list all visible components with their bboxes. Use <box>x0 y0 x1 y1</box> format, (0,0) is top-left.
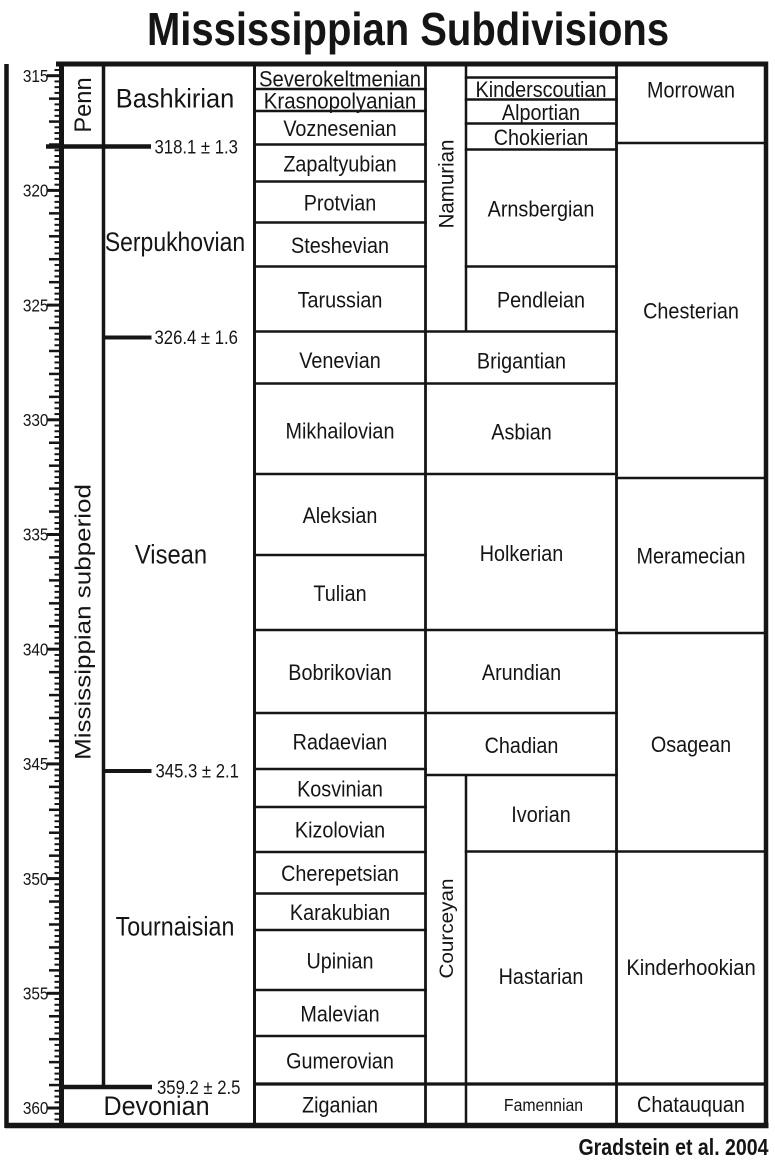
svg-text:Gumerovian: Gumerovian <box>286 1049 394 1073</box>
svg-text:Venevian: Venevian <box>299 349 380 373</box>
svg-text:335: 335 <box>23 526 49 545</box>
svg-text:Zapaltyubian: Zapaltyubian <box>283 152 396 176</box>
svg-text:325: 325 <box>23 296 49 315</box>
svg-text:326.4 ± 1.6: 326.4 ± 1.6 <box>155 327 239 348</box>
svg-text:Mikhailovian: Mikhailovian <box>286 419 395 443</box>
svg-text:Cherepetsian: Cherepetsian <box>281 862 399 886</box>
svg-text:Alportian: Alportian <box>502 101 580 125</box>
svg-text:Mississippian subperiod: Mississippian subperiod <box>71 484 96 760</box>
svg-text:Brigantian: Brigantian <box>477 349 566 373</box>
svg-text:359.2 ± 2.5: 359.2 ± 2.5 <box>157 1077 241 1098</box>
svg-text:Visean: Visean <box>135 540 207 570</box>
svg-text:Devonian: Devonian <box>103 1090 209 1121</box>
svg-text:Famennian: Famennian <box>504 1095 583 1115</box>
svg-text:Chokierian: Chokierian <box>494 126 589 150</box>
svg-text:Severokeltmenian: Severokeltmenian <box>259 66 421 91</box>
svg-text:Malevian: Malevian <box>300 1002 379 1026</box>
svg-text:Krasnopolyanian: Krasnopolyanian <box>264 89 416 114</box>
svg-text:Tarussian: Tarussian <box>298 288 383 312</box>
svg-text:345: 345 <box>23 755 49 774</box>
svg-text:Ziganian: Ziganian <box>302 1093 378 1117</box>
svg-text:Chadian: Chadian <box>485 734 559 758</box>
svg-text:Ivorian: Ivorian <box>511 803 570 827</box>
svg-text:Aleksian: Aleksian <box>303 504 378 528</box>
svg-text:Tournaisian: Tournaisian <box>116 912 235 942</box>
svg-text:360: 360 <box>23 1099 49 1118</box>
svg-text:Pendleian: Pendleian <box>497 288 585 312</box>
svg-text:Kosvinian: Kosvinian <box>297 777 383 801</box>
svg-text:Asbian: Asbian <box>491 420 552 444</box>
svg-text:Hastarian: Hastarian <box>499 965 584 989</box>
svg-text:Courceyan: Courceyan <box>436 878 457 978</box>
svg-text:Protvian: Protvian <box>304 191 377 215</box>
svg-text:Bashkirian: Bashkirian <box>116 83 234 114</box>
svg-text:330: 330 <box>23 411 49 430</box>
svg-text:318.1 ± 1.3: 318.1 ± 1.3 <box>155 137 239 158</box>
svg-text:Arnsbergian: Arnsbergian <box>488 197 595 221</box>
svg-text:350: 350 <box>23 870 49 889</box>
svg-text:Upinian: Upinian <box>306 949 373 973</box>
svg-text:Karakubian: Karakubian <box>290 901 390 925</box>
svg-text:Mississippian Subdivisions: Mississippian Subdivisions <box>147 4 669 55</box>
svg-text:Morrowan: Morrowan <box>647 78 735 102</box>
svg-text:Kinderhookian: Kinderhookian <box>626 955 755 980</box>
svg-text:Kizolovian: Kizolovian <box>295 818 385 842</box>
svg-text:Radaevian: Radaevian <box>293 730 388 754</box>
svg-text:Serpukhovian: Serpukhovian <box>105 227 245 257</box>
svg-text:320: 320 <box>23 182 49 201</box>
svg-text:Arundian: Arundian <box>482 661 561 685</box>
svg-text:Kinderscoutian: Kinderscoutian <box>476 78 607 102</box>
svg-text:Chatauquan: Chatauquan <box>637 1093 745 1117</box>
svg-text:Bobrikovian: Bobrikovian <box>288 661 391 685</box>
svg-text:Voznesenian: Voznesenian <box>283 117 396 141</box>
svg-text:Holkerian: Holkerian <box>480 542 564 566</box>
svg-text:Gradstein et al. 2004: Gradstein et al. 2004 <box>578 1135 768 1161</box>
svg-text:Chesterian: Chesterian <box>643 299 739 323</box>
svg-text:340: 340 <box>23 641 49 660</box>
svg-text:Osagean: Osagean <box>651 733 731 757</box>
svg-text:315: 315 <box>23 67 49 86</box>
svg-text:Tulian: Tulian <box>313 582 366 606</box>
svg-text:Penn: Penn <box>70 77 97 132</box>
svg-text:Namurian: Namurian <box>435 140 459 229</box>
svg-text:Steshevian: Steshevian <box>291 234 389 258</box>
svg-text:345.3 ± 2.1: 345.3 ± 2.1 <box>156 761 240 782</box>
svg-text:355: 355 <box>23 985 49 1004</box>
svg-text:Meramecian: Meramecian <box>637 544 746 568</box>
